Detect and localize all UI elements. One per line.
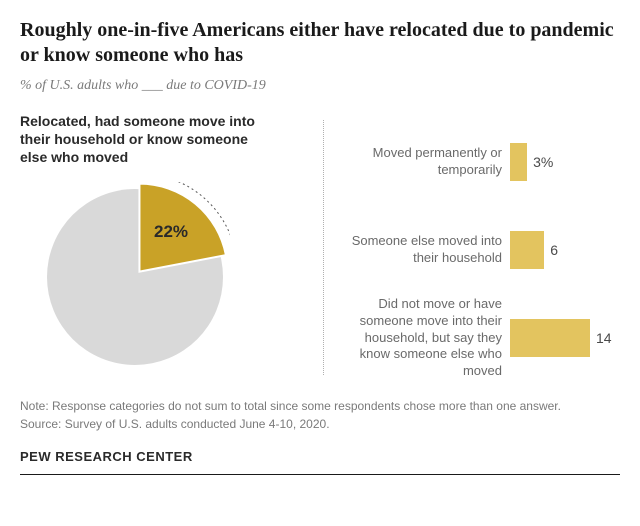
chart-area: Relocated, had someone move into their h… — [20, 112, 620, 392]
pie-panel: Relocated, had someone move into their h… — [20, 112, 320, 392]
chart-subtitle: % of U.S. adults who ___ due to COVID-19 — [20, 78, 620, 94]
bar-row: Someone else moved into their household 6 — [340, 220, 630, 280]
chart-container: Roughly one-in-five Americans either hav… — [0, 0, 640, 475]
bar-value: 3% — [527, 154, 553, 170]
bar-panel: Moved permanently or temporarily 3% Someon… — [340, 132, 630, 396]
note-text: Note: Response categories do not sum to … — [20, 398, 620, 414]
bar-rect — [510, 231, 544, 269]
pie-chart — [40, 182, 230, 377]
bar-label: Someone else moved into their household — [340, 233, 510, 267]
bar-value: 14 — [590, 330, 612, 346]
pie-value: 22% — [154, 222, 188, 242]
bar-rect — [510, 143, 527, 181]
bar-label: Moved permanently or temporarily — [340, 145, 510, 179]
source-text: Source: Survey of U.S. adults conducted … — [20, 417, 620, 431]
pie-label: Relocated, had someone move into their h… — [20, 112, 260, 167]
bar-label: Did not move or have someone move into t… — [340, 296, 510, 380]
footer-attribution: PEW RESEARCH CENTER — [20, 449, 620, 464]
bar-row: Did not move or have someone move into t… — [340, 308, 630, 368]
chart-title: Roughly one-in-five Americans either hav… — [20, 18, 620, 68]
bar-row: Moved permanently or temporarily 3% — [340, 132, 630, 192]
bar-value: 6 — [544, 242, 558, 258]
bar-rect — [510, 319, 590, 357]
panel-divider — [323, 120, 324, 375]
bottom-rule — [20, 474, 620, 475]
